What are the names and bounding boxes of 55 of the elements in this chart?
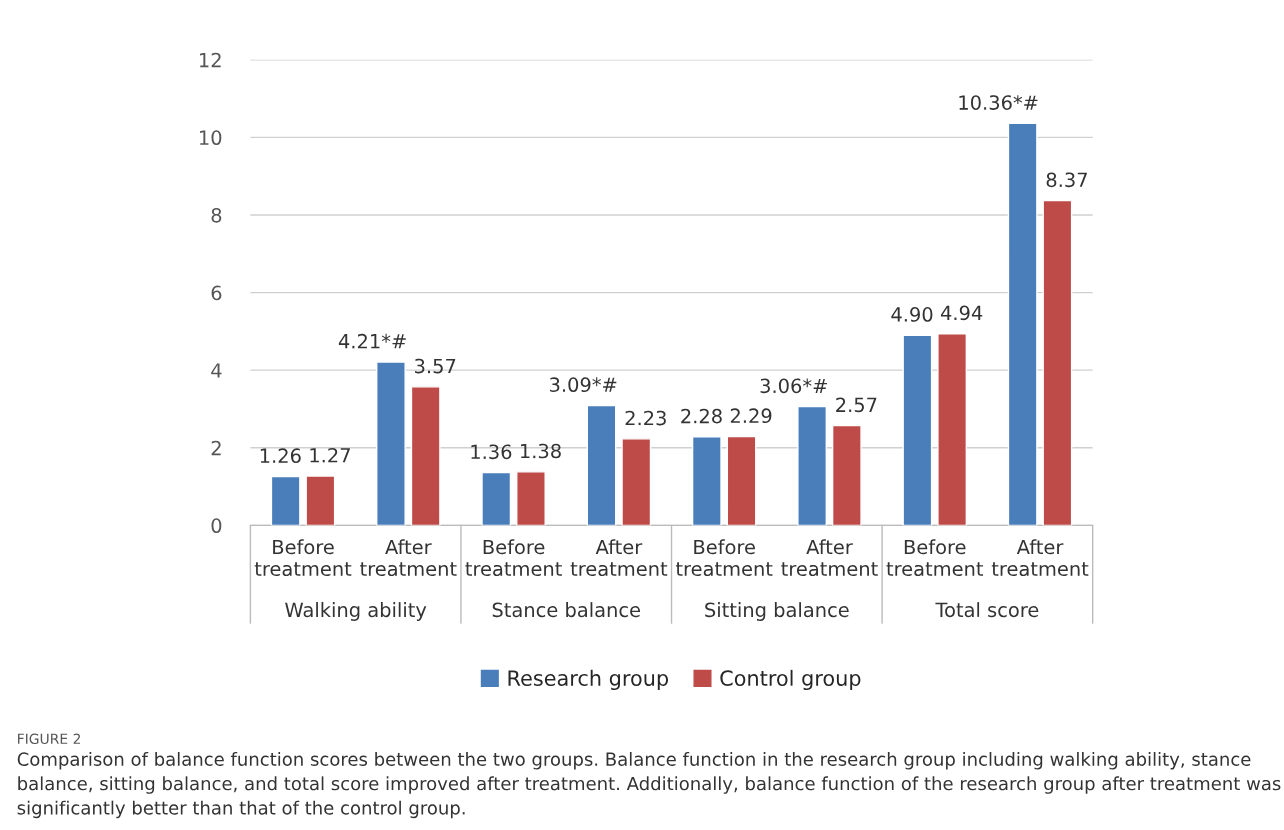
data-label: 3.09*# <box>550 377 617 393</box>
data-label: 8.37 <box>1046 172 1087 188</box>
data-label: 3.06*# <box>760 378 827 394</box>
x-tick-label: Before treatment <box>465 539 562 577</box>
bar <box>902 334 933 526</box>
x-tick-label: After treatment <box>360 539 457 577</box>
data-label: 1.38 <box>521 443 561 459</box>
y-tick-label: 6 <box>211 285 222 301</box>
bar <box>726 435 757 526</box>
caption: FIGURE 2 <box>18 733 80 745</box>
y-tick-label: 8 <box>211 207 222 223</box>
bar <box>831 424 862 526</box>
data-label: 1.26 <box>260 448 301 464</box>
bar <box>481 471 512 526</box>
data-label: 1.36 <box>471 444 512 460</box>
data-label: 10.36*# <box>959 95 1038 110</box>
bar <box>516 471 546 526</box>
bar <box>270 475 301 526</box>
text: Total score <box>935 602 1039 618</box>
bar <box>410 386 441 526</box>
data-label: 1.27 <box>310 447 350 463</box>
bar <box>937 333 968 526</box>
data-label: 4.21*# <box>338 333 406 349</box>
bar <box>621 438 652 526</box>
bar <box>1007 122 1038 526</box>
text: Comparison of balance function scores between the two groups. Balance function in the research group including walking ability, stance balance, sitting balance, and total score improved after treatment. Additionally, balance function of the research group after treatment was significantly better than that of the control group. <box>17 752 1281 819</box>
y-tick-label: 2 <box>211 440 221 456</box>
x-tick-label: Before treatment <box>886 539 984 577</box>
bar <box>797 405 828 526</box>
text: Walking ability <box>285 602 427 621</box>
bar <box>305 475 336 526</box>
x-tick-label: After treatment <box>991 539 1089 577</box>
data-label: 2.29 <box>730 408 772 424</box>
data-label: 4.94 <box>940 305 983 321</box>
legend-label: Research group <box>508 669 669 691</box>
x-tick-label: Before treatment <box>675 539 773 577</box>
legend-label: Control group <box>720 669 861 691</box>
x-tick-label: After treatment <box>781 539 878 577</box>
y-tick-label: 4 <box>211 363 222 378</box>
x-tick-label: After treatment <box>570 539 668 577</box>
data-label: 2.57 <box>836 397 877 413</box>
data-label: 2.28 <box>681 408 722 424</box>
bar <box>376 361 406 526</box>
bar <box>691 436 722 526</box>
x-tick-label: Before treatment <box>254 539 352 577</box>
y-tick-label: 12 <box>200 52 221 68</box>
text: Stance balance <box>492 602 640 618</box>
y-tick-label: 10 <box>200 130 222 146</box>
data-label: 3.57 <box>415 358 456 374</box>
y-tick-label: 0 <box>211 518 222 534</box>
bar <box>586 404 617 526</box>
data-label: 2.23 <box>625 410 666 426</box>
data-label: 4.90 <box>891 307 933 322</box>
bar <box>1042 199 1073 526</box>
text: Sitting balance <box>705 602 849 621</box>
